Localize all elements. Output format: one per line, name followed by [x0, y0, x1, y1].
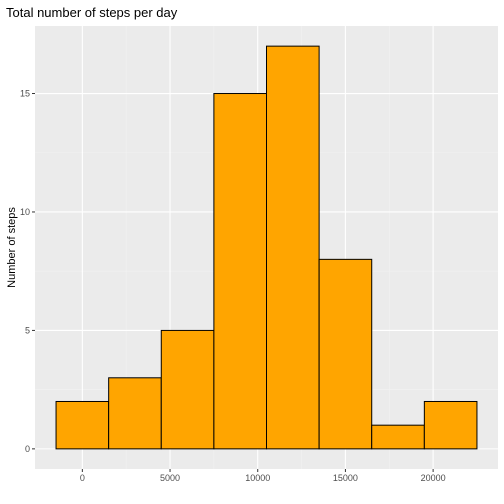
- histogram-bar: [160, 329, 215, 450]
- histogram-bar: [318, 258, 373, 450]
- y-tick-label: 10: [20, 207, 30, 217]
- histogram-bar: [213, 93, 268, 450]
- histogram-bar: [108, 377, 162, 450]
- x-axis-ticks: 0 5000 10000 15000 20000: [80, 469, 446, 483]
- x-tick-label: 5000: [160, 473, 180, 483]
- y-axis-ticks: 0 5 10 15: [20, 89, 35, 454]
- y-tick-label: 5: [25, 325, 30, 335]
- y-axis-title: Number of steps: [6, 207, 18, 288]
- x-tick-label: 15000: [333, 473, 358, 483]
- histogram-bar: [55, 400, 110, 450]
- histogram-bar: [423, 400, 478, 450]
- histogram-bar: [371, 424, 425, 450]
- y-tick-label: 0: [25, 444, 30, 454]
- histogram-bars: [55, 45, 478, 450]
- chart-title: Total number of steps per day: [6, 5, 178, 20]
- x-tick-label: 0: [80, 473, 85, 483]
- x-tick-label: 20000: [421, 473, 446, 483]
- x-tick-label: 10000: [245, 473, 270, 483]
- y-tick-label: 15: [20, 89, 30, 99]
- histogram-bar: [266, 45, 320, 450]
